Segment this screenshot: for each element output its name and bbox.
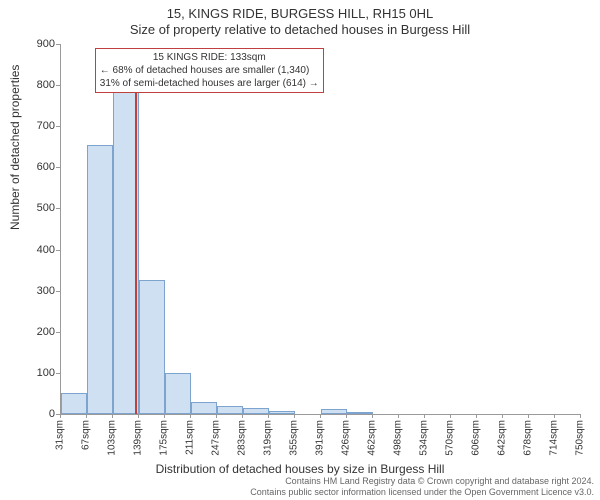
histogram-bar bbox=[87, 145, 113, 414]
y-tick-mark bbox=[56, 126, 60, 127]
annotation-line-3: 31% of semi-detached houses are larger (… bbox=[100, 77, 319, 90]
x-tick-mark bbox=[86, 414, 87, 418]
y-tick-mark bbox=[56, 373, 60, 374]
title-line-2: Size of property relative to detached ho… bbox=[0, 22, 600, 37]
x-tick-label: 283sqm bbox=[237, 420, 248, 456]
x-tick-mark bbox=[294, 414, 295, 418]
x-tick-label: 714sqm bbox=[548, 420, 559, 456]
annotation-line-1: 15 KINGS RIDE: 133sqm bbox=[100, 51, 319, 64]
x-tick-label: 211sqm bbox=[185, 420, 196, 455]
x-tick-mark bbox=[138, 414, 139, 418]
x-tick-mark bbox=[346, 414, 347, 418]
histogram-bar bbox=[139, 280, 165, 414]
x-tick-label: 642sqm bbox=[496, 420, 507, 456]
x-tick-mark bbox=[216, 414, 217, 418]
plot-area: 15 KINGS RIDE: 133sqm← 68% of detached h… bbox=[60, 44, 581, 415]
x-tick-mark bbox=[528, 414, 529, 418]
x-tick-mark bbox=[372, 414, 373, 418]
histogram-bar bbox=[165, 373, 191, 414]
histogram-bar bbox=[269, 411, 295, 414]
y-tick-mark bbox=[56, 85, 60, 86]
title-line-1: 15, KINGS RIDE, BURGESS HILL, RH15 0HL bbox=[0, 6, 600, 21]
x-tick-label: 750sqm bbox=[575, 420, 586, 456]
x-tick-label: 175sqm bbox=[159, 420, 170, 456]
annotation-box: 15 KINGS RIDE: 133sqm← 68% of detached h… bbox=[95, 48, 324, 93]
x-tick-label: 139sqm bbox=[133, 420, 144, 456]
y-tick-label: 100 bbox=[25, 367, 55, 379]
x-tick-mark bbox=[476, 414, 477, 418]
x-tick-label: 498sqm bbox=[392, 420, 403, 456]
x-tick-label: 355sqm bbox=[289, 420, 300, 456]
x-tick-mark bbox=[190, 414, 191, 418]
y-tick-label: 0 bbox=[25, 408, 55, 420]
x-tick-mark bbox=[242, 414, 243, 418]
x-tick-mark bbox=[450, 414, 451, 418]
x-tick-mark bbox=[554, 414, 555, 418]
y-tick-label: 600 bbox=[25, 161, 55, 173]
y-tick-label: 800 bbox=[25, 79, 55, 91]
footer-line-1: Contains HM Land Registry data © Crown c… bbox=[250, 476, 594, 487]
x-tick-mark bbox=[164, 414, 165, 418]
y-tick-label: 300 bbox=[25, 285, 55, 297]
y-tick-mark bbox=[56, 44, 60, 45]
x-tick-label: 247sqm bbox=[211, 420, 222, 456]
y-tick-label: 200 bbox=[25, 326, 55, 338]
chart-container: 15, KINGS RIDE, BURGESS HILL, RH15 0HL S… bbox=[0, 0, 600, 500]
x-tick-mark bbox=[398, 414, 399, 418]
x-tick-label: 319sqm bbox=[263, 420, 274, 456]
x-tick-mark bbox=[424, 414, 425, 418]
annotation-line-2: ← 68% of detached houses are smaller (1,… bbox=[100, 64, 319, 77]
x-tick-label: 67sqm bbox=[81, 420, 92, 450]
y-tick-label: 500 bbox=[25, 202, 55, 214]
x-tick-label: 570sqm bbox=[444, 420, 455, 456]
y-tick-mark bbox=[56, 208, 60, 209]
footer-line-2: Contains public sector information licen… bbox=[250, 487, 594, 498]
x-tick-label: 606sqm bbox=[470, 420, 481, 456]
x-tick-mark bbox=[268, 414, 269, 418]
footer-attribution: Contains HM Land Registry data © Crown c… bbox=[250, 476, 594, 498]
histogram-bar bbox=[321, 409, 347, 414]
y-tick-mark bbox=[56, 332, 60, 333]
y-axis-label: Number of detached properties bbox=[8, 65, 22, 230]
x-tick-label: 426sqm bbox=[340, 420, 351, 456]
x-tick-mark bbox=[580, 414, 581, 418]
x-tick-label: 31sqm bbox=[55, 420, 66, 450]
y-tick-label: 700 bbox=[25, 120, 55, 132]
x-tick-label: 391sqm bbox=[315, 420, 326, 456]
x-tick-label: 103sqm bbox=[107, 420, 118, 456]
y-tick-mark bbox=[56, 250, 60, 251]
y-tick-label: 400 bbox=[25, 244, 55, 256]
x-tick-label: 462sqm bbox=[366, 420, 377, 456]
x-tick-mark bbox=[60, 414, 61, 418]
histogram-bar bbox=[347, 412, 373, 414]
histogram-bar bbox=[61, 393, 87, 414]
y-tick-mark bbox=[56, 291, 60, 292]
y-tick-mark bbox=[56, 167, 60, 168]
x-tick-label: 534sqm bbox=[418, 420, 429, 456]
y-tick-label: 900 bbox=[25, 38, 55, 50]
x-tick-mark bbox=[112, 414, 113, 418]
x-tick-mark bbox=[320, 414, 321, 418]
histogram-bar bbox=[191, 402, 217, 414]
histogram-bar bbox=[217, 406, 243, 414]
x-tick-label: 678sqm bbox=[522, 420, 533, 456]
x-axis-label: Distribution of detached houses by size … bbox=[0, 462, 600, 476]
marker-line bbox=[135, 77, 137, 414]
histogram-bar bbox=[243, 408, 269, 414]
x-tick-mark bbox=[502, 414, 503, 418]
